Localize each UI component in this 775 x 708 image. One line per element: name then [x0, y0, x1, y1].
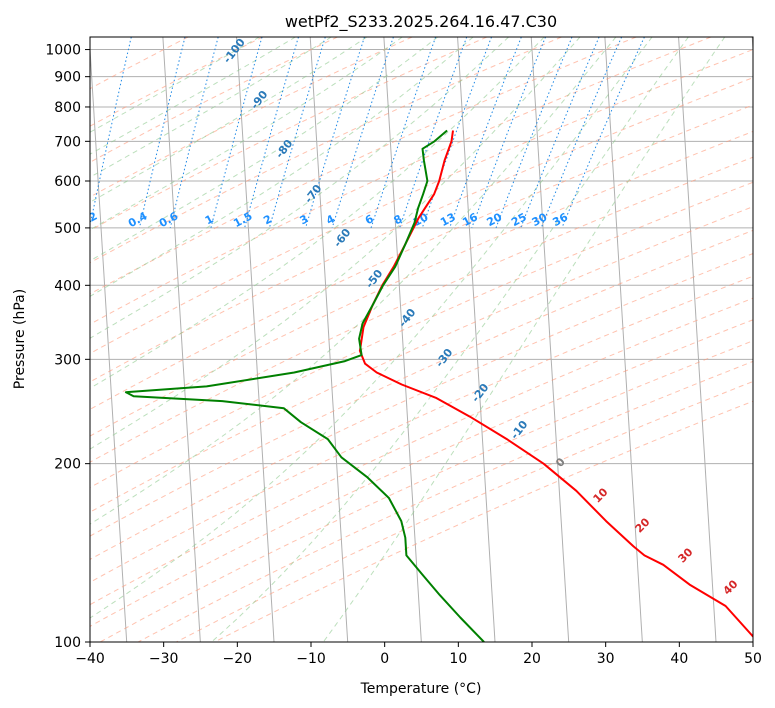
dry-adiabat [90, 37, 488, 231]
mixing-ratio-line [244, 37, 299, 229]
y-tick-label: 600 [54, 174, 81, 190]
mixing-ratio-line [520, 37, 600, 229]
moist-adiabat [90, 37, 296, 155]
x-tick-label: 20 [523, 651, 541, 667]
y-axis-ticks: 1000 900 800 700 600 500 400 300 200 100 [45, 43, 90, 651]
dry-adiabat [90, 104, 753, 410]
x-axis-ticks: −40 −30 −20 −10 0 10 20 30 40 50 [75, 642, 762, 667]
x-tick-label: 30 [597, 651, 615, 667]
dry-adiabat [90, 297, 753, 606]
x-tick-label: 10 [449, 651, 467, 667]
dry-adiabat [90, 37, 637, 295]
x-tick-label: −10 [296, 651, 326, 667]
mixing-ratio-label: 36 [550, 210, 570, 229]
isotherm-line [90, 41, 128, 642]
y-tick-label: 1000 [45, 43, 81, 59]
mixing-ratio-line [449, 37, 522, 229]
mixing-ratio-line [305, 37, 365, 229]
moist-adiabat [90, 37, 581, 450]
y-tick-label: 500 [54, 221, 81, 237]
chart-title: wetPf2_S233.2025.264.16.47.C30 [285, 12, 557, 32]
mixing-ratio-line [471, 37, 546, 229]
isotherm-line [162, 37, 201, 642]
dry-adiabats [90, 37, 753, 642]
isotherm-line [236, 37, 275, 642]
y-tick-label: 200 [54, 457, 81, 473]
dry-adiabat [90, 156, 753, 463]
dry-adiabat [90, 253, 753, 561]
moist-adiabat [90, 37, 403, 231]
temperature-profile [358, 130, 753, 638]
dry-adiabat [90, 37, 712, 325]
y-tick-label: 700 [54, 134, 81, 150]
y-tick-label: 100 [54, 635, 81, 651]
mixing-ratio-line [399, 37, 468, 229]
isotherm-line [604, 37, 643, 642]
dry-adiabat [90, 37, 413, 198]
mixing-ratio-line [169, 37, 219, 229]
isotherm-line [457, 37, 496, 642]
x-tick-label: 50 [744, 651, 762, 667]
moist-adiabat [90, 37, 260, 133]
x-tick-label: 0 [380, 651, 389, 667]
y-tick-label: 300 [54, 352, 81, 368]
moist-adiabat [90, 37, 545, 389]
isotherm-line [678, 37, 717, 642]
mixing-ratio-line [210, 37, 263, 229]
mixing-ratio-label: 0.2 [76, 209, 99, 230]
x-tick-label: −20 [223, 651, 253, 667]
moist-adiabat [90, 37, 474, 297]
dry-adiabat [90, 77, 753, 383]
moist-adiabat [90, 37, 617, 525]
x-tick-label: −30 [149, 651, 179, 667]
moist-adiabat [90, 37, 368, 203]
mixing-ratio-label: 16 [460, 210, 480, 229]
plot-area: -100-90-80-70-60-50-40-30-20-100.10.20.4… [76, 37, 753, 642]
mixing-ratio-label: 30 [530, 210, 550, 229]
mixing-ratio-label: 13 [438, 210, 458, 229]
x-axis-label: Temperature (°C) [360, 681, 482, 697]
x-tick-label: 40 [670, 651, 688, 667]
isotherm-line [383, 37, 422, 642]
mixing-ratio-line [268, 37, 326, 229]
moist-adiabat [90, 37, 332, 178]
mixing-ratio-line [331, 37, 394, 229]
x-tick-label: −40 [75, 651, 105, 667]
mixing-ratio-line [561, 37, 645, 229]
sounding-series [124, 129, 753, 642]
isotherm-line [530, 37, 570, 642]
moist-adiabat [211, 37, 689, 642]
mixing-ratio-line [495, 37, 573, 229]
y-tick-label: 400 [54, 278, 81, 294]
dewpoint-profile [124, 129, 485, 642]
dry-adiabat [90, 37, 263, 127]
mixing-ratio-label: 25 [509, 210, 529, 229]
mixing-ratio-line [138, 37, 186, 229]
mixing-ratio-line [540, 37, 623, 229]
dry-adiabat [90, 37, 189, 90]
moist-adiabats [90, 37, 726, 642]
y-tick-label: 900 [54, 70, 81, 86]
plot-frame [89, 36, 754, 643]
y-tick-label: 800 [54, 100, 81, 116]
dry-adiabat [90, 37, 562, 264]
mixing-ratio-line [90, 37, 132, 228]
dry-adiabat [90, 206, 753, 513]
isotherm-grid [90, 37, 753, 642]
mixing-ratio-label: 20 [485, 210, 505, 229]
dry-adiabat [137, 360, 753, 642]
mixing-ratio-line [370, 37, 437, 229]
y-axis-label: Pressure (hPa) [12, 289, 28, 389]
